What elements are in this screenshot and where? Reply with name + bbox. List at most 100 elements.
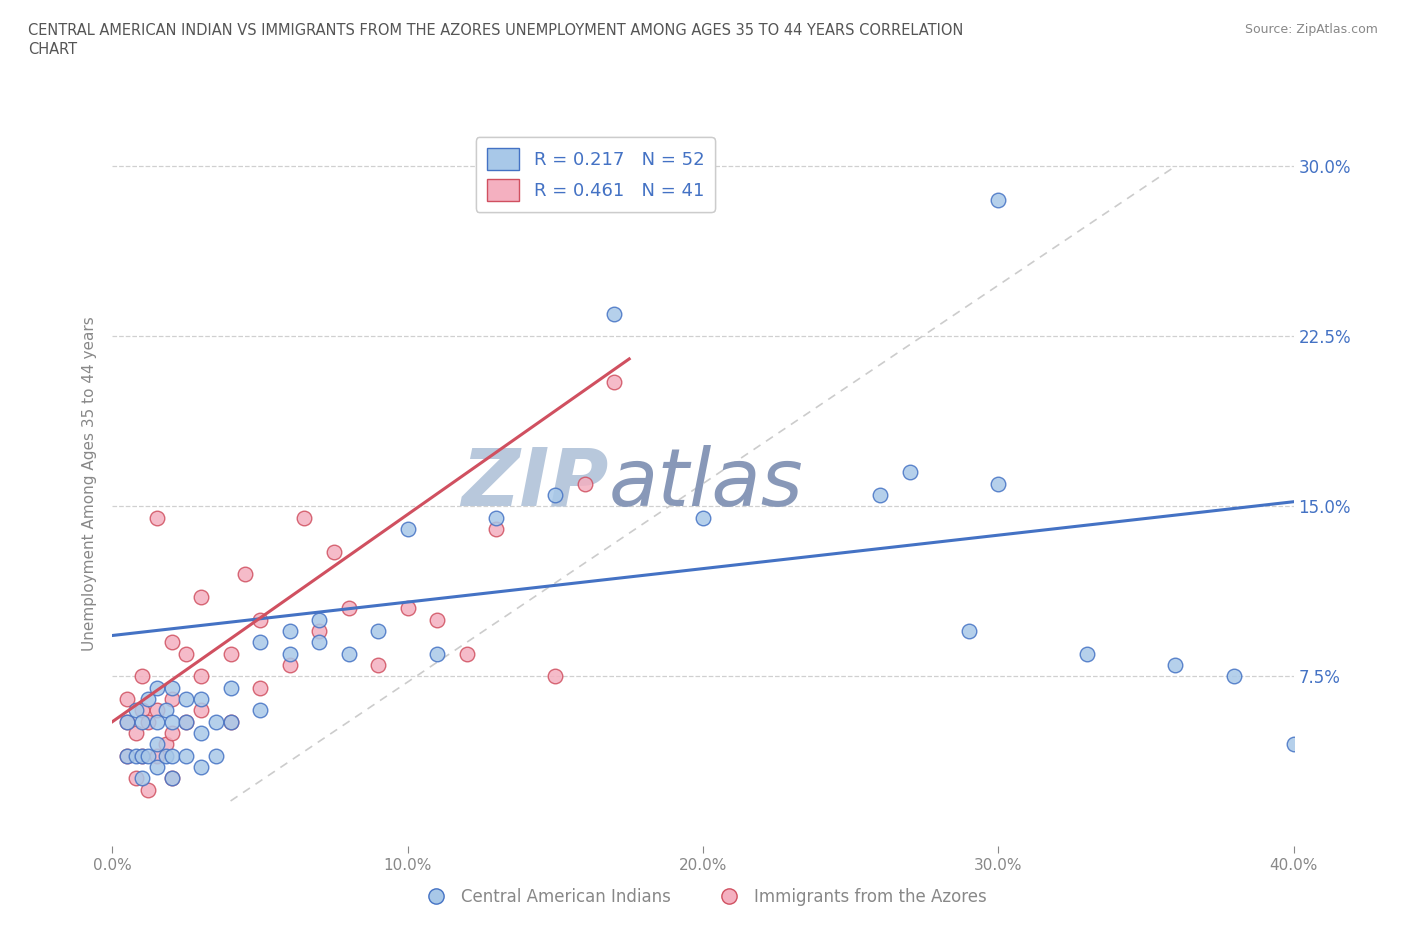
Y-axis label: Unemployment Among Ages 35 to 44 years: Unemployment Among Ages 35 to 44 years [82, 316, 97, 651]
Point [117, 714, 138, 729]
Text: ZIP: ZIP [461, 445, 609, 523]
Point [146, 748, 169, 763]
Point [485, 511, 508, 525]
Point [205, 714, 228, 729]
Point [367, 623, 389, 638]
Point [174, 692, 197, 707]
Point [146, 680, 169, 695]
Point [117, 692, 138, 707]
Point [146, 511, 169, 525]
Point [174, 748, 197, 763]
Point [603, 374, 626, 389]
Text: atlas: atlas [609, 445, 803, 523]
Point [174, 646, 197, 661]
Point [125, 771, 148, 786]
Point [278, 623, 301, 638]
Point [278, 646, 301, 661]
Point [174, 714, 197, 729]
Point [174, 714, 197, 729]
Point [205, 748, 228, 763]
Point [125, 703, 148, 718]
Point [190, 760, 212, 775]
Point [117, 714, 138, 729]
Text: Source: ZipAtlas.com: Source: ZipAtlas.com [1244, 23, 1378, 36]
Point [136, 782, 159, 797]
Point [456, 646, 478, 661]
Point [155, 703, 177, 718]
Text: CENTRAL AMERICAN INDIAN VS IMMIGRANTS FROM THE AZORES UNEMPLOYMENT AMONG AGES 35: CENTRAL AMERICAN INDIAN VS IMMIGRANTS FR… [28, 23, 963, 38]
Point [219, 714, 242, 729]
Point [1223, 669, 1246, 684]
Point [160, 714, 183, 729]
Point [117, 748, 138, 763]
Point [1076, 646, 1098, 661]
Point [308, 623, 330, 638]
Point [957, 623, 980, 638]
Point [160, 748, 183, 763]
Point [426, 612, 449, 627]
Point [987, 476, 1010, 491]
Point [136, 714, 159, 729]
Point [190, 725, 212, 740]
Point [131, 771, 153, 786]
Point [131, 703, 153, 718]
Point [278, 658, 301, 672]
Point [190, 703, 212, 718]
Point [1164, 658, 1187, 672]
Point [396, 601, 419, 616]
Point [308, 635, 330, 650]
Point [219, 714, 242, 729]
Point [136, 692, 159, 707]
Point [869, 487, 891, 502]
Point [160, 692, 183, 707]
Point [160, 680, 183, 695]
Point [337, 601, 360, 616]
Point [219, 646, 242, 661]
Point [125, 748, 148, 763]
Legend: Central American Indians, Immigrants from the Azores: Central American Indians, Immigrants fro… [412, 881, 994, 912]
Point [337, 646, 360, 661]
Point [544, 669, 567, 684]
Text: CHART: CHART [28, 42, 77, 57]
Point [146, 703, 169, 718]
Point [190, 692, 212, 707]
Point [136, 748, 159, 763]
Point [233, 567, 256, 582]
Point [249, 612, 271, 627]
Point [426, 646, 449, 661]
Point [574, 476, 596, 491]
Point [160, 771, 183, 786]
Point [190, 590, 212, 604]
Point [292, 511, 315, 525]
Point [155, 737, 177, 751]
Point [146, 760, 169, 775]
Point [987, 193, 1010, 207]
Legend: R = 0.217   N = 52, R = 0.461   N = 41: R = 0.217 N = 52, R = 0.461 N = 41 [475, 138, 716, 212]
Point [603, 306, 626, 321]
Point [249, 680, 271, 695]
Point [396, 522, 419, 537]
Point [249, 635, 271, 650]
Point [544, 487, 567, 502]
Point [146, 714, 169, 729]
Point [219, 680, 242, 695]
Point [308, 612, 330, 627]
Point [160, 635, 183, 650]
Point [249, 703, 271, 718]
Point [190, 669, 212, 684]
Point [367, 658, 389, 672]
Point [323, 544, 346, 559]
Point [160, 725, 183, 740]
Point [485, 522, 508, 537]
Point [1282, 737, 1305, 751]
Point [117, 748, 138, 763]
Point [898, 465, 921, 480]
Point [160, 771, 183, 786]
Point [125, 725, 148, 740]
Point [146, 737, 169, 751]
Point [131, 669, 153, 684]
Point [692, 511, 714, 525]
Point [155, 748, 177, 763]
Point [131, 748, 153, 763]
Point [131, 714, 153, 729]
